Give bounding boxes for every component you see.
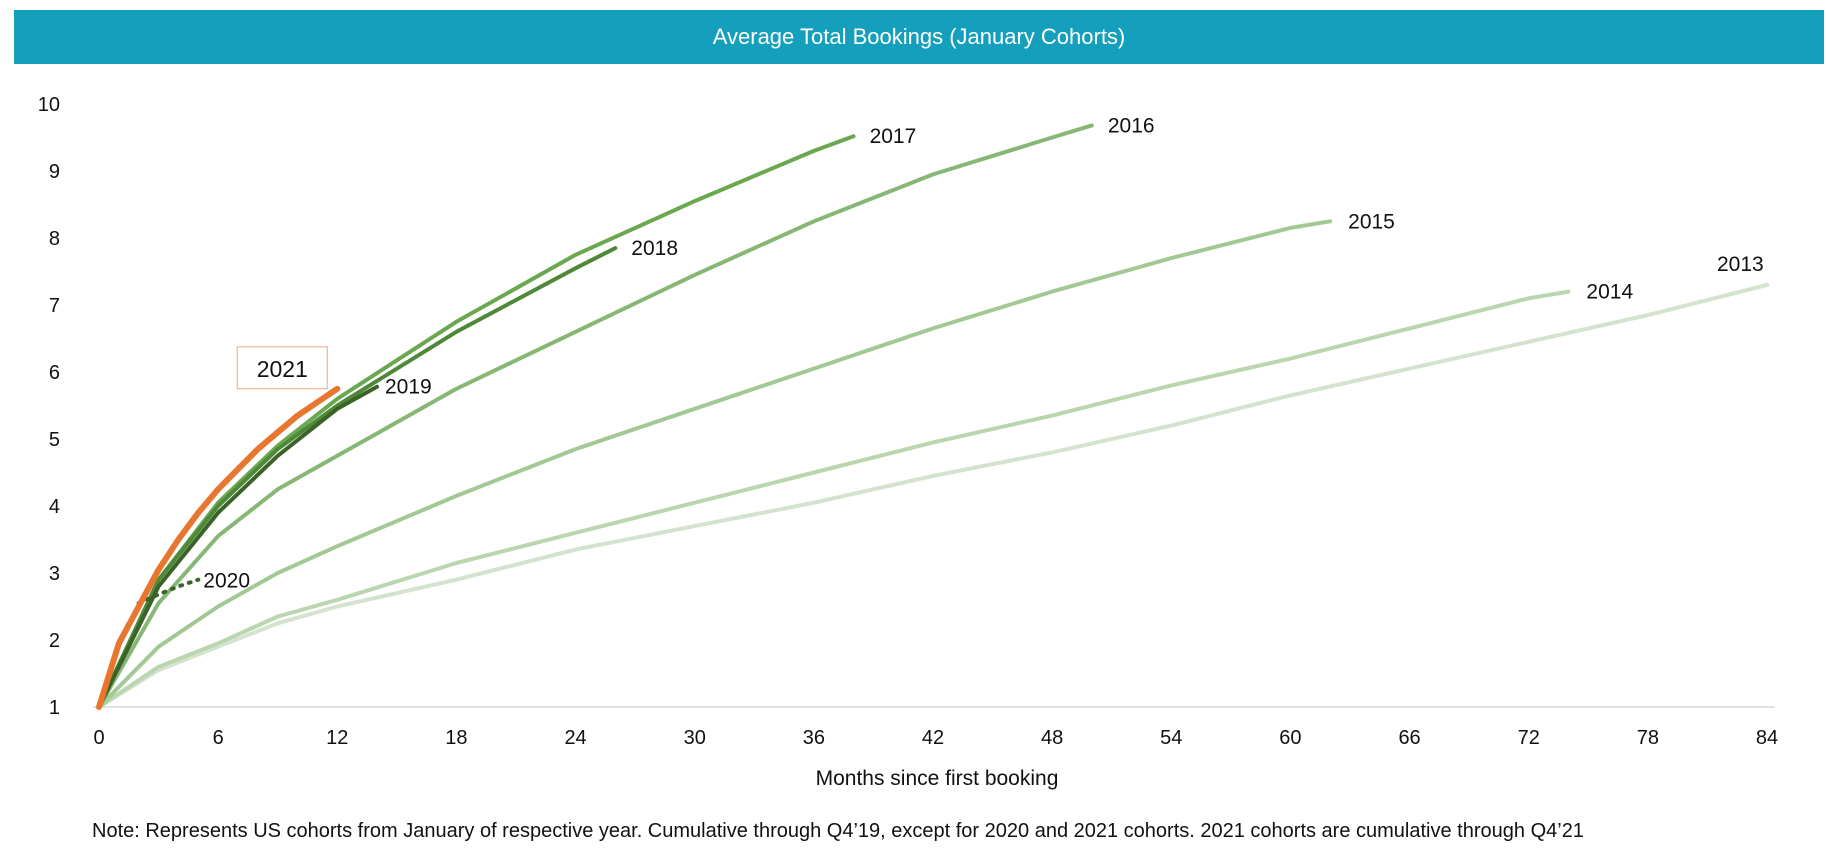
y-tick-label: 9 [49,161,60,183]
y-tick-label: 3 [49,563,60,585]
series-line-2021 [96,385,341,710]
chart-title: Average Total Bookings (January Cohorts) [14,10,1824,64]
series-lines [96,123,1769,710]
series-label-2018: 2018 [631,237,678,260]
y-tick-label: 5 [49,429,60,451]
series-label-2013: 2013 [1717,253,1764,276]
series-line-2016 [97,123,1094,709]
series-line-2019 [97,384,379,709]
y-tick-label: 6 [49,362,60,384]
series-line-2013 [97,282,1769,709]
x-tick-label: 72 [1518,727,1540,749]
y-axis-ticks: 1 2 3 4 5 6 7 8 9 10 [38,94,60,719]
series-label-2017: 2017 [870,125,917,148]
x-axis-ticks: 0 6 12 18 24 30 36 42 48 54 60 66 72 78 84 [93,727,1778,749]
y-tick-label: 8 [49,228,60,250]
series-label-2016: 2016 [1108,114,1155,137]
x-tick-label: 30 [684,727,706,749]
y-tick-label: 4 [49,496,60,518]
x-tick-label: 48 [1041,727,1063,749]
x-axis-label: Months since first booking [816,767,1059,790]
x-tick-label: 24 [564,727,586,749]
y-tick-label: 7 [49,295,60,317]
series-label-2014: 2014 [1586,281,1633,304]
footnote: Note: Represents US cohorts from January… [92,820,1584,842]
x-tick-label: 54 [1160,727,1182,749]
series-label-2020: 2020 [203,570,250,593]
series-label-2021: 2021 [257,356,308,382]
series-line-2018 [97,246,618,709]
x-tick-label: 78 [1637,727,1659,749]
x-tick-label: 0 [93,727,104,749]
series-label-2019: 2019 [385,376,432,399]
series-label-box-2021 [236,346,328,390]
x-tick-label: 84 [1756,727,1778,749]
x-tick-label: 66 [1398,727,1420,749]
y-tick-label: 1 [49,697,60,719]
x-tick-label: 18 [445,727,467,749]
y-tick-label: 10 [38,94,60,116]
x-tick-label: 6 [213,727,224,749]
series-line-2014 [97,289,1571,709]
series-line-2015 [97,219,1333,709]
x-tick-label: 42 [922,727,944,749]
series-labels: 2013 2014 2015 2016 2017 2018 2019 2020 2021 [203,114,1763,592]
series-label-2015: 2015 [1348,210,1395,233]
x-tick-label: 36 [803,727,825,749]
x-tick-label: 60 [1279,727,1301,749]
series-line-2020 [136,577,201,606]
x-tick-label: 12 [326,727,348,749]
series-line-2017 [97,134,856,709]
y-tick-label: 2 [49,630,60,652]
